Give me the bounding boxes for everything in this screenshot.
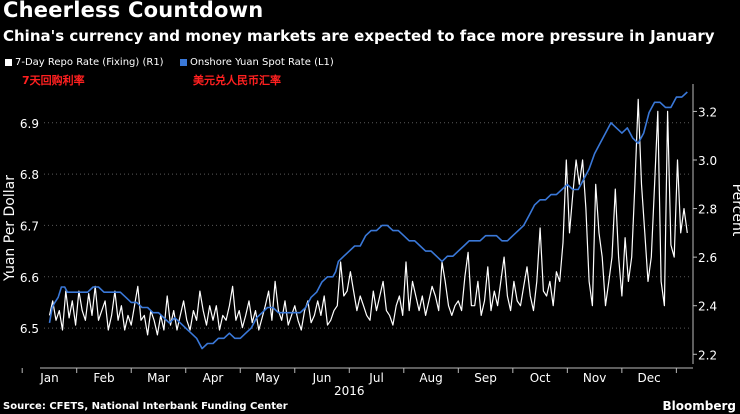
right-tick-label-0: 2.2 [698, 348, 717, 362]
right-axis-title: Percent [729, 184, 740, 237]
legend-label-yuan-rate: Onshore Yuan Spot Rate (L1) [190, 56, 334, 68]
bloomberg-logo: Bloomberg [662, 399, 737, 413]
left-tick-label-0: 6.5 [20, 322, 39, 336]
series-line-yuan-spot-rate [48, 91, 688, 350]
left-tick-label-2: 6.7 [20, 219, 39, 233]
legend-label-repo-rate: 7-Day Repo Rate (Fixing) (R1) [15, 56, 164, 68]
x-tick-label-10: Nov [583, 371, 606, 385]
chart-title: Cheerless Countdown [3, 0, 264, 22]
source-note: Source: CFETS, National Interbank Fundin… [3, 401, 288, 412]
x-tick-label-2: Mar [147, 371, 170, 385]
legend-item-yuan-rate: Onshore Yuan Spot Rate (L1) [180, 56, 334, 68]
x-axis-year-label: 2016 [334, 384, 365, 398]
left-tick-label-3: 6.8 [20, 168, 39, 182]
chart-subtitle: China's currency and money markets are e… [3, 27, 715, 45]
legend-swatch-yuan-rate [180, 58, 187, 66]
x-tick-label-4: May [255, 371, 280, 385]
right-tick-label-1: 2.4 [698, 300, 717, 314]
left-tick-label-1: 6.6 [20, 271, 39, 285]
right-tick-label-2: 2.6 [698, 251, 717, 265]
x-tick-label-6: Jul [368, 371, 383, 385]
annotation-yuan-cn: 美元兑人民币汇率 [193, 74, 281, 87]
x-tick-label-11: Dec [637, 371, 660, 385]
right-tick-label-5: 3.2 [698, 105, 717, 119]
legend-swatch-repo-rate [5, 58, 12, 66]
right-tick-label-4: 3.0 [698, 154, 717, 168]
legend-item-repo-rate: 7-Day Repo Rate (Fixing) (R1) [5, 56, 164, 68]
x-tick-label-8: Sep [474, 371, 497, 385]
x-tick-label-9: Oct [530, 371, 551, 385]
x-tick-label-7: Aug [419, 371, 442, 385]
x-tick-label-1: Feb [93, 371, 114, 385]
left-axis-title: Yuan Per Dollar [2, 175, 18, 282]
x-tick-label-5: Jun [312, 371, 332, 385]
annotation-repo-cn: 7天回购利率 [22, 74, 85, 87]
x-tick-label-3: Apr [203, 371, 224, 385]
series-line-repo-rate [48, 98, 688, 336]
left-tick-label-4: 6.9 [20, 117, 39, 131]
right-tick-label-3: 2.8 [698, 203, 717, 217]
x-tick-label-0: Jan [39, 371, 59, 385]
